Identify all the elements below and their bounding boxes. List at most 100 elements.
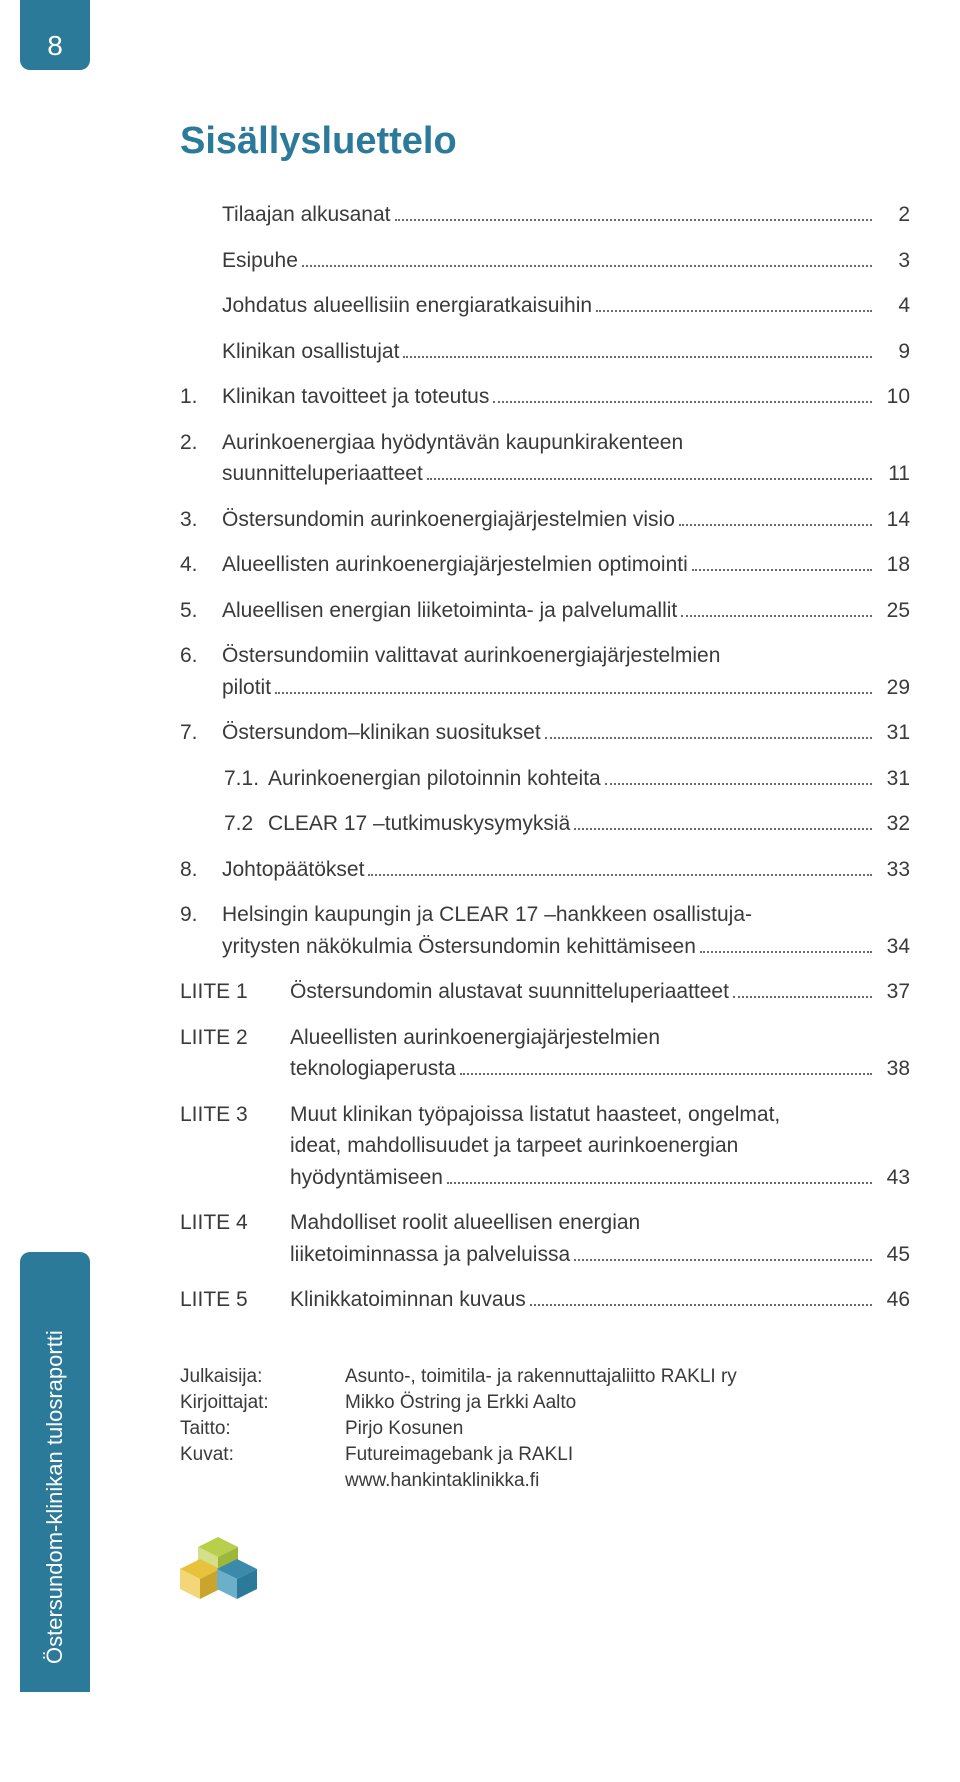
toc-text: Aurinkoenergian pilotoinnin kohteita: [268, 763, 601, 795]
toc-entry: Klinikan osallistujat 9: [180, 336, 910, 368]
table-of-contents: Tilaajan alkusanat 2 Esipuhe3 Johdatus alue…: [180, 199, 910, 1316]
dot-leader: [493, 384, 872, 403]
toc-text: Östersundomin alustavat suunnitteluperia…: [290, 976, 729, 1008]
toc-entry: 8.Johtopäätökset 33: [180, 854, 910, 886]
dot-leader: [545, 720, 872, 739]
toc-number: 9.: [180, 899, 222, 931]
toc-entry: Tilaajan alkusanat 2: [180, 199, 910, 231]
toc-entry: 7.2CLEAR 17 –tutkimuskysymyksiä32: [180, 808, 910, 840]
dot-leader: [596, 293, 872, 312]
toc-text: Alueellisten aurinkoenergiajärjestelmien…: [222, 549, 688, 581]
dot-leader: [605, 766, 872, 785]
toc-number: 1.: [180, 381, 222, 413]
dot-leader: [447, 1165, 872, 1184]
toc-text: Klinikan tavoitteet ja toteutus: [222, 381, 489, 413]
toc-text: Alueellisen energian liiketoiminta- ja p…: [222, 595, 677, 627]
toc-page: 43: [876, 1162, 910, 1194]
toc-page: 37: [876, 976, 910, 1008]
toc-text: Klinikan osallistujat: [222, 336, 399, 368]
toc-text: teknologiaperusta: [290, 1053, 456, 1085]
toc-entry: 3.Östersundomin aurinkoenergiajärjestelm…: [180, 504, 910, 536]
toc-page: 25: [876, 595, 910, 627]
toc-entry: LIITE 3Muut klinikan työpajoissa listatu…: [180, 1099, 910, 1194]
toc-entry: 1.Klinikan tavoitteet ja toteutus 10: [180, 381, 910, 413]
toc-page: 18: [876, 549, 910, 581]
toc-text: Johtopäätökset: [222, 854, 364, 886]
toc-page: 31: [876, 717, 910, 749]
toc-text: ideat, mahdollisuudet ja tarpeet aurinko…: [290, 1134, 738, 1157]
toc-page: 3: [876, 245, 910, 277]
toc-text: Johdatus alueellisiin energiaratkaisuihi…: [222, 290, 592, 322]
toc-number: 5.: [180, 595, 222, 627]
toc-entry: 7.Östersundom–klinikan suositukset 31: [180, 717, 910, 749]
dot-leader: [692, 552, 872, 571]
toc-page: 11: [876, 458, 910, 490]
toc-number: 4.: [180, 549, 222, 581]
toc-entry: LIITE 2Alueellisten aurinkoenergiajärjes…: [180, 1022, 910, 1085]
credits-label: Julkaisija:: [180, 1366, 345, 1388]
toc-page: 45: [876, 1239, 910, 1271]
dot-leader: [460, 1056, 872, 1075]
toc-entry: 4.Alueellisten aurinkoenergiajärjestelmi…: [180, 549, 910, 581]
credits-value: Mikko Östring ja Erkki Aalto: [345, 1392, 576, 1414]
dot-leader: [574, 811, 872, 830]
toc-page: 14: [876, 504, 910, 536]
dot-leader: [403, 339, 872, 358]
toc-text: hyödyntämiseen: [290, 1162, 443, 1194]
dot-leader: [574, 1242, 872, 1261]
side-tab-label: Östersundom-klinikan tulosraportti: [42, 1252, 68, 1689]
toc-text: Alueellisten aurinkoenergiajärjestelmien: [290, 1026, 660, 1049]
toc-page: 9: [876, 336, 910, 368]
toc-page: 34: [876, 931, 910, 963]
toc-entry: 9.Helsingin kaupungin ja CLEAR 17 –hankk…: [180, 899, 910, 962]
content-area: Sisällysluettelo Tilaajan alkusanat 2 Esip…: [180, 120, 910, 1602]
toc-entry: Esipuhe3: [180, 245, 910, 277]
dot-leader: [700, 934, 872, 953]
credits-label: [180, 1470, 345, 1492]
dot-leader: [733, 979, 872, 998]
credits-label: Kuvat:: [180, 1444, 345, 1466]
toc-entry: 2.Aurinkoenergiaa hyödyntävän kaupunkira…: [180, 427, 910, 490]
toc-page: 10: [876, 381, 910, 413]
toc-attachment-label: LIITE 3: [180, 1099, 290, 1131]
toc-entry: 6.Östersundomiin valittavat aurinkoenerg…: [180, 640, 910, 703]
dot-leader: [427, 461, 872, 480]
credits-label: Kirjoittajat:: [180, 1392, 345, 1414]
credits-block: Julkaisija:Asunto-, toimitila- ja rakenn…: [180, 1366, 910, 1492]
toc-text: Muut klinikan työpajoissa listatut haast…: [290, 1103, 780, 1126]
toc-page: 33: [876, 854, 910, 886]
toc-attachment-label: LIITE 5: [180, 1284, 290, 1316]
logo-icon: [180, 1532, 910, 1602]
toc-text: Östersundomin aurinkoenergiajärjestelmie…: [222, 504, 675, 536]
toc-number: 6.: [180, 640, 222, 672]
toc-entry: 5.Alueellisen energian liiketoiminta- ja…: [180, 595, 910, 627]
credits-value: www.hankintaklinikka.fi: [345, 1470, 539, 1492]
toc-entry: 7.1.Aurinkoenergian pilotoinnin kohteita…: [180, 763, 910, 795]
page-title: Sisällysluettelo: [180, 120, 910, 163]
toc-text: Östersundom–klinikan suositukset: [222, 717, 541, 749]
credits-value: Pirjo Kosunen: [345, 1418, 463, 1440]
credits-value: Futureimagebank ja RAKLI: [345, 1444, 573, 1466]
toc-attachment-label: LIITE 2: [180, 1022, 290, 1054]
credits-row: Kirjoittajat:Mikko Östring ja Erkki Aalt…: [180, 1392, 910, 1414]
toc-number: 7.2: [180, 808, 268, 840]
toc-entry: LIITE 1Östersundomin alustavat suunnitte…: [180, 976, 910, 1008]
dot-leader: [368, 857, 872, 876]
toc-text: pilotit: [222, 672, 271, 704]
toc-number: 7.1.: [180, 763, 268, 795]
side-tab: Östersundom-klinikan tulosraportti: [20, 1252, 90, 1692]
credits-row: Julkaisija:Asunto-, toimitila- ja rakenn…: [180, 1366, 910, 1388]
toc-entry: Johdatus alueellisiin energiaratkaisuihi…: [180, 290, 910, 322]
toc-number: 8.: [180, 854, 222, 886]
toc-text: Tilaajan alkusanat: [222, 199, 391, 231]
credits-row: Taitto:Pirjo Kosunen: [180, 1418, 910, 1440]
toc-text: Östersundomiin valittavat aurinkoenergia…: [222, 644, 720, 667]
toc-page: 4: [876, 290, 910, 322]
toc-number: 7.: [180, 717, 222, 749]
credits-value: Asunto-, toimitila- ja rakennuttajaliitt…: [345, 1366, 737, 1388]
toc-page: 2: [876, 199, 910, 231]
toc-text: yritysten näkökulmia Östersundomin kehit…: [222, 931, 696, 963]
dot-leader: [530, 1287, 872, 1306]
toc-number: 3.: [180, 504, 222, 536]
toc-text: liiketoiminnassa ja palveluissa: [290, 1239, 570, 1271]
